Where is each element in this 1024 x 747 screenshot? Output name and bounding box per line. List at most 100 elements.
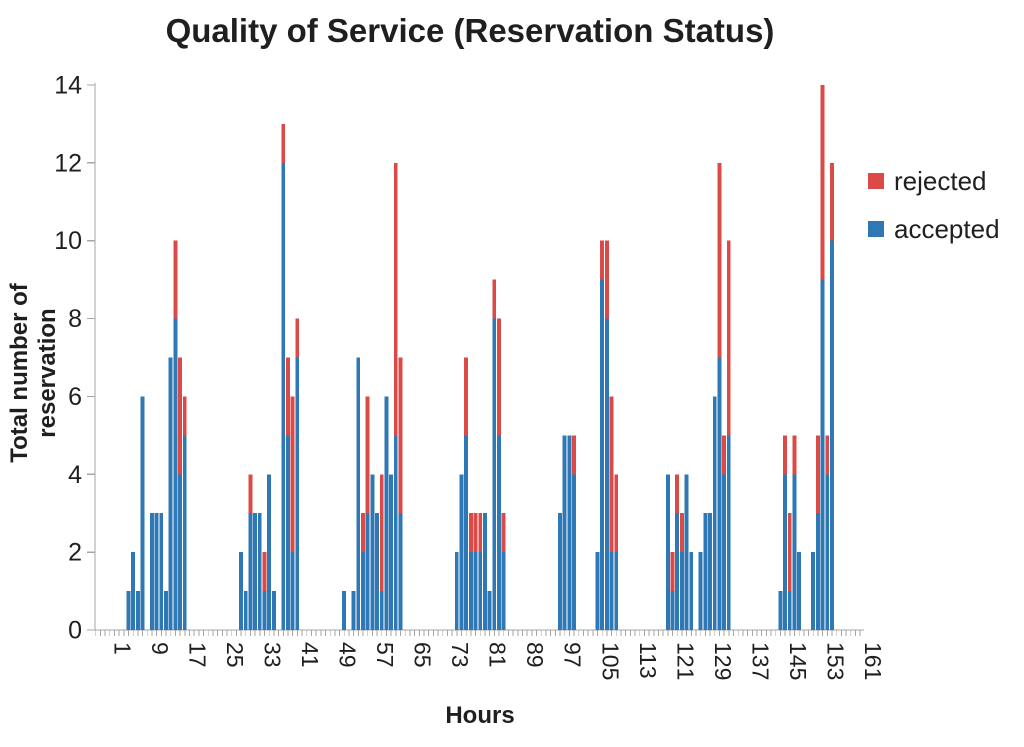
- bar-rejected-hour-18: [182, 396, 187, 436]
- bar-accepted-hour-11: [149, 513, 154, 630]
- bar-accepted-hour-110: [614, 552, 619, 630]
- bar-rejected-hour-16: [173, 240, 178, 319]
- x-tick-label: 129: [710, 642, 736, 680]
- x-tick-label: 41: [297, 642, 323, 668]
- bar-rejected-hour-109: [609, 396, 614, 553]
- bar-accepted-hour-34: [257, 513, 262, 630]
- bar-rejected-hour-86: [501, 513, 506, 553]
- bar-accepted-hour-148: [792, 474, 797, 630]
- y-tick-label: 8: [68, 305, 82, 333]
- bar-accepted-hour-133: [722, 474, 727, 630]
- bar-accepted-hour-14: [164, 591, 168, 630]
- y-tick-label: 14: [54, 72, 82, 100]
- bar-accepted-hour-146: [783, 474, 787, 630]
- x-tick-label: 137: [747, 642, 773, 680]
- x-tick-label: 9: [147, 642, 173, 655]
- bar-rejected-hour-79: [468, 513, 473, 553]
- bar-accepted-hour-15: [168, 357, 173, 630]
- bar-rejected-hour-56: [361, 513, 365, 553]
- bar-rejected-hour-17: [178, 357, 182, 475]
- bar-accepted-hour-30: [239, 552, 243, 630]
- bar-accepted-hour-131: [712, 396, 717, 630]
- bar-accepted-hour-64: [398, 513, 403, 630]
- bar-accepted-hour-145: [778, 591, 783, 630]
- y-tick-label: 12: [54, 149, 82, 177]
- bar-accepted-hour-86: [501, 552, 506, 630]
- legend: rejected accepted: [868, 168, 1000, 264]
- bar-accepted-hour-31: [243, 591, 248, 630]
- bar-accepted-hour-81: [478, 552, 483, 630]
- bar-rejected-hour-35: [262, 552, 267, 592]
- bar-accepted-hour-35: [262, 591, 267, 630]
- bar-accepted-hour-78: [464, 435, 469, 630]
- bar-accepted-hour-9: [140, 396, 145, 630]
- bar-accepted-hour-7: [131, 552, 136, 630]
- bar-accepted-hour-85: [497, 435, 501, 630]
- x-tick-label: 65: [410, 642, 436, 668]
- bar-accepted-hour-33: [253, 513, 258, 630]
- bar-rejected-hour-40: [285, 357, 290, 436]
- x-tick-label: 49: [335, 642, 361, 668]
- bar-accepted-hour-76: [454, 552, 459, 630]
- bar-rejected-hour-133: [722, 435, 727, 475]
- bar-accepted-hour-8: [135, 591, 140, 630]
- bar-accepted-hour-101: [572, 474, 576, 630]
- bar-accepted-hour-122: [670, 591, 675, 630]
- y-tick-label: 0: [68, 617, 82, 645]
- bar-accepted-hour-63: [393, 435, 398, 630]
- bar-accepted-hour-106: [595, 552, 600, 630]
- bar-accepted-hour-13: [159, 513, 164, 630]
- bar-accepted-hour-32: [248, 513, 253, 630]
- bar-accepted-hour-42: [295, 357, 300, 630]
- bar-rejected-hour-57: [365, 396, 370, 514]
- x-tick-label: 73: [447, 642, 473, 668]
- bar-accepted-hour-153: [815, 513, 820, 630]
- bar-accepted-hour-123: [675, 513, 680, 630]
- x-tick-label: 121: [672, 642, 698, 680]
- x-tick-label: 113: [635, 642, 661, 679]
- y-tick-label: 6: [68, 383, 82, 411]
- bar-accepted-hour-41: [290, 552, 295, 630]
- bar-accepted-hour-36: [267, 474, 272, 630]
- legend-label-accepted: accepted: [894, 214, 1000, 244]
- bar-accepted-hour-57: [365, 513, 370, 630]
- y-tick-label: 10: [54, 227, 82, 255]
- bar-rejected-hour-134: [726, 240, 731, 436]
- x-tick-label: 97: [560, 642, 586, 668]
- bar-accepted-hour-154: [820, 279, 825, 630]
- bar-rejected-hour-156: [830, 162, 834, 241]
- bar-rejected-hour-39: [281, 123, 286, 163]
- bar-rejected-hour-147: [787, 513, 792, 592]
- bar-rejected-hour-110: [614, 474, 619, 553]
- x-tick-label: 89: [522, 642, 548, 668]
- y-tick-label: 4: [68, 461, 82, 489]
- x-tick-label: 153: [822, 642, 848, 680]
- bar-accepted-hour-37: [271, 591, 276, 630]
- bar-accepted-hour-100: [567, 435, 572, 630]
- x-tick-label: 57: [372, 642, 398, 668]
- bar-rejected-hour-108: [604, 240, 609, 319]
- bar-accepted-hour-152: [811, 552, 816, 630]
- bar-rejected-hour-101: [572, 435, 576, 475]
- x-tick-label: 105: [597, 642, 623, 680]
- bar-rejected-hour-41: [290, 396, 295, 553]
- bar-accepted-hour-126: [689, 552, 694, 630]
- x-tick-label: 145: [785, 642, 811, 680]
- bar-accepted-hour-54: [351, 591, 356, 630]
- bar-accepted-hour-59: [375, 513, 379, 630]
- rejected-swatch-icon: [868, 173, 884, 189]
- bar-accepted-hour-156: [830, 240, 834, 630]
- bar-accepted-hour-121: [665, 474, 670, 630]
- bar-accepted-hour-17: [178, 474, 182, 630]
- bar-rejected-hour-148: [792, 435, 797, 475]
- bar-accepted-hour-124: [679, 552, 684, 630]
- bar-accepted-hour-56: [361, 552, 365, 630]
- bar-rejected-hour-84: [492, 279, 497, 319]
- bar-rejected-hour-154: [820, 85, 825, 280]
- bar-accepted-hour-62: [389, 474, 394, 630]
- bar-rejected-hour-85: [497, 318, 501, 436]
- bar-accepted-hour-16: [173, 318, 178, 630]
- bar-rejected-hour-155: [825, 435, 830, 475]
